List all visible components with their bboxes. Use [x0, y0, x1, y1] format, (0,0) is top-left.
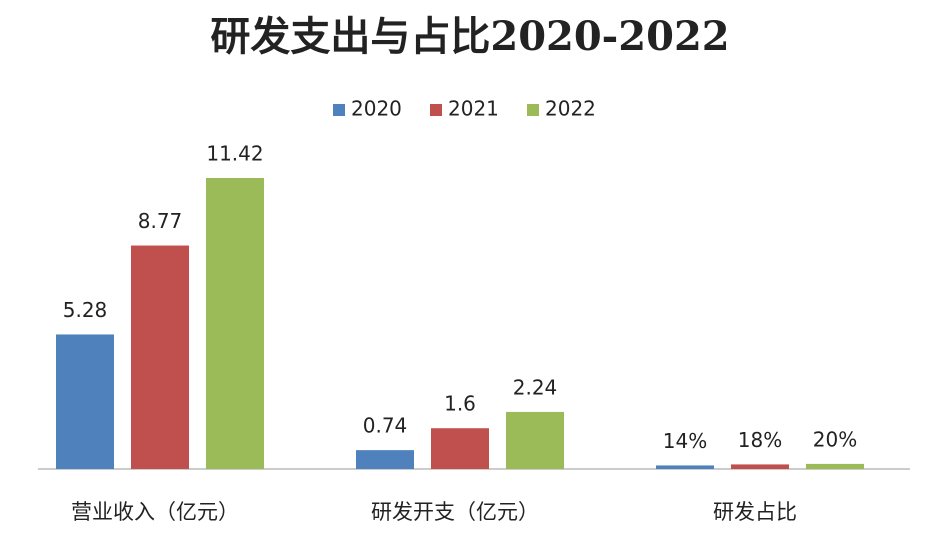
legend-swatch: [430, 104, 442, 116]
bar: [56, 334, 114, 469]
data-label: 5.28: [63, 298, 108, 322]
bar: [731, 464, 789, 469]
bar: [356, 450, 414, 469]
data-label: 14%: [663, 429, 707, 453]
bar: [806, 463, 864, 469]
legend-swatch: [333, 104, 345, 116]
data-label: 8.77: [138, 209, 183, 233]
data-label: 1.6: [444, 392, 476, 416]
x-tick-label: 研发占比: [713, 500, 797, 524]
bar: [656, 465, 714, 469]
bar: [206, 178, 264, 469]
x-tick-label: 研发开支（亿元）: [371, 500, 539, 524]
data-label: 2.24: [513, 375, 558, 399]
bar: [431, 428, 489, 469]
legend-swatch: [527, 104, 539, 116]
legend-label: 2020: [351, 97, 402, 121]
data-label: 0.74: [363, 414, 408, 438]
data-label: 20%: [813, 427, 857, 451]
legend-label: 2022: [545, 97, 596, 121]
chart-title: 研发支出与占比2020-2022: [210, 13, 729, 60]
legend-label: 2021: [448, 97, 499, 121]
data-label: 18%: [738, 428, 782, 452]
x-tick-label: 营业收入（亿元）: [71, 500, 239, 524]
bar: [131, 245, 189, 469]
bar: [506, 411, 564, 469]
data-label: 11.42: [206, 142, 263, 166]
